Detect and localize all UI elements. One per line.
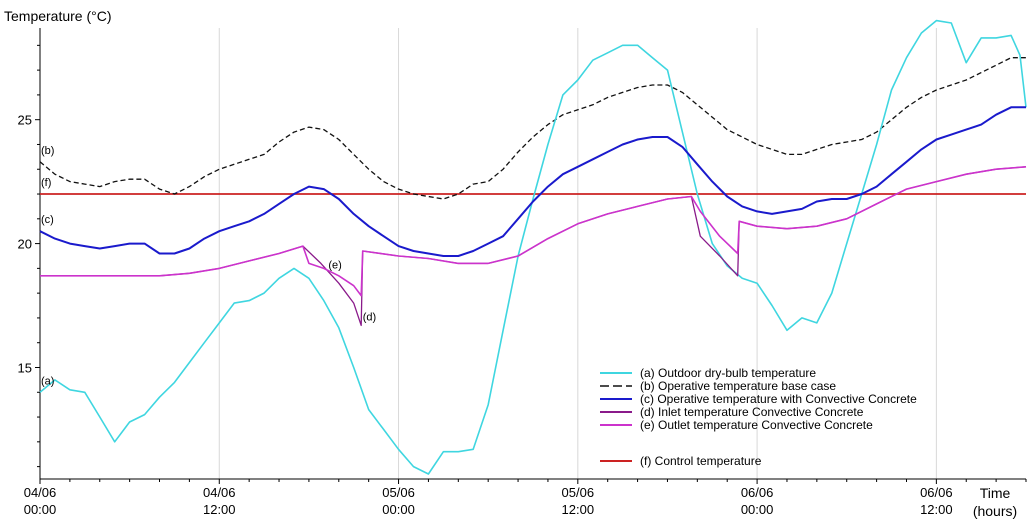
legend-item-label: (e) Outlet temperature Convective Concre… <box>640 418 873 432</box>
x-tick-label-date: 06/06 <box>741 485 774 500</box>
x-tick-label-date: 04/06 <box>24 485 57 500</box>
annotation-label: (d) <box>363 311 376 323</box>
x-tick-label-time: 12:00 <box>203 502 236 517</box>
x-tick-label-time: 12:00 <box>920 502 953 517</box>
series-line-d <box>40 166 1027 327</box>
series-label-b: (b) <box>41 145 54 157</box>
legend-item-label: (a) Outdoor dry-bulb temperature <box>640 366 816 380</box>
legend-item-label: (d) Inlet temperature Convective Concret… <box>640 405 864 419</box>
series-label-a: (a) <box>41 375 54 387</box>
x-tick-label-date: 04/06 <box>203 485 236 500</box>
series-label-f: (f) <box>41 177 51 189</box>
series-labels: (a) (b) (c) (f) (e) (d) <box>41 145 376 387</box>
series-lines <box>39 19 1027 475</box>
axes <box>39 28 1026 480</box>
y-tick-label: 15 <box>18 360 32 375</box>
x-tick-label-date: 06/06 <box>920 485 953 500</box>
legend-item-label: (f) Control temperature <box>640 454 762 468</box>
legend-item-label: (c) Operative temperature with Convectiv… <box>640 392 917 406</box>
series-label-c: (c) <box>41 214 54 226</box>
legend: (a) Outdoor dry-bulb temperature(b) Oper… <box>600 366 917 468</box>
x-tick-label-time: 00:00 <box>24 502 57 517</box>
series-line-b <box>39 57 1026 200</box>
x-tick-label-time: 00:00 <box>741 502 774 517</box>
annotation-label: (e) <box>328 259 341 271</box>
x-axis-title: Time <box>980 485 1011 501</box>
series-line-e <box>40 166 1027 297</box>
y-tick-label: 25 <box>18 113 32 128</box>
legend-item-label: (b) Operative temperature base case <box>640 379 836 393</box>
x-tick-label-date: 05/06 <box>562 485 595 500</box>
x-axis-unit: (hours) <box>973 503 1017 519</box>
tick-labels: 04/06 00:00 04/06 12:00 05/06 00:00 05/06 12:00… <box>18 44 1027 517</box>
series-line-a <box>39 19 1027 475</box>
y-axis-title: Temperature (°C) <box>4 8 112 24</box>
y-tick-label: 20 <box>18 237 32 252</box>
series-line-c <box>39 106 1026 257</box>
x-tick-label-time: 12:00 <box>562 502 595 517</box>
x-tick-label-date: 05/06 <box>382 485 415 500</box>
x-tick-label-time: 00:00 <box>382 502 415 517</box>
